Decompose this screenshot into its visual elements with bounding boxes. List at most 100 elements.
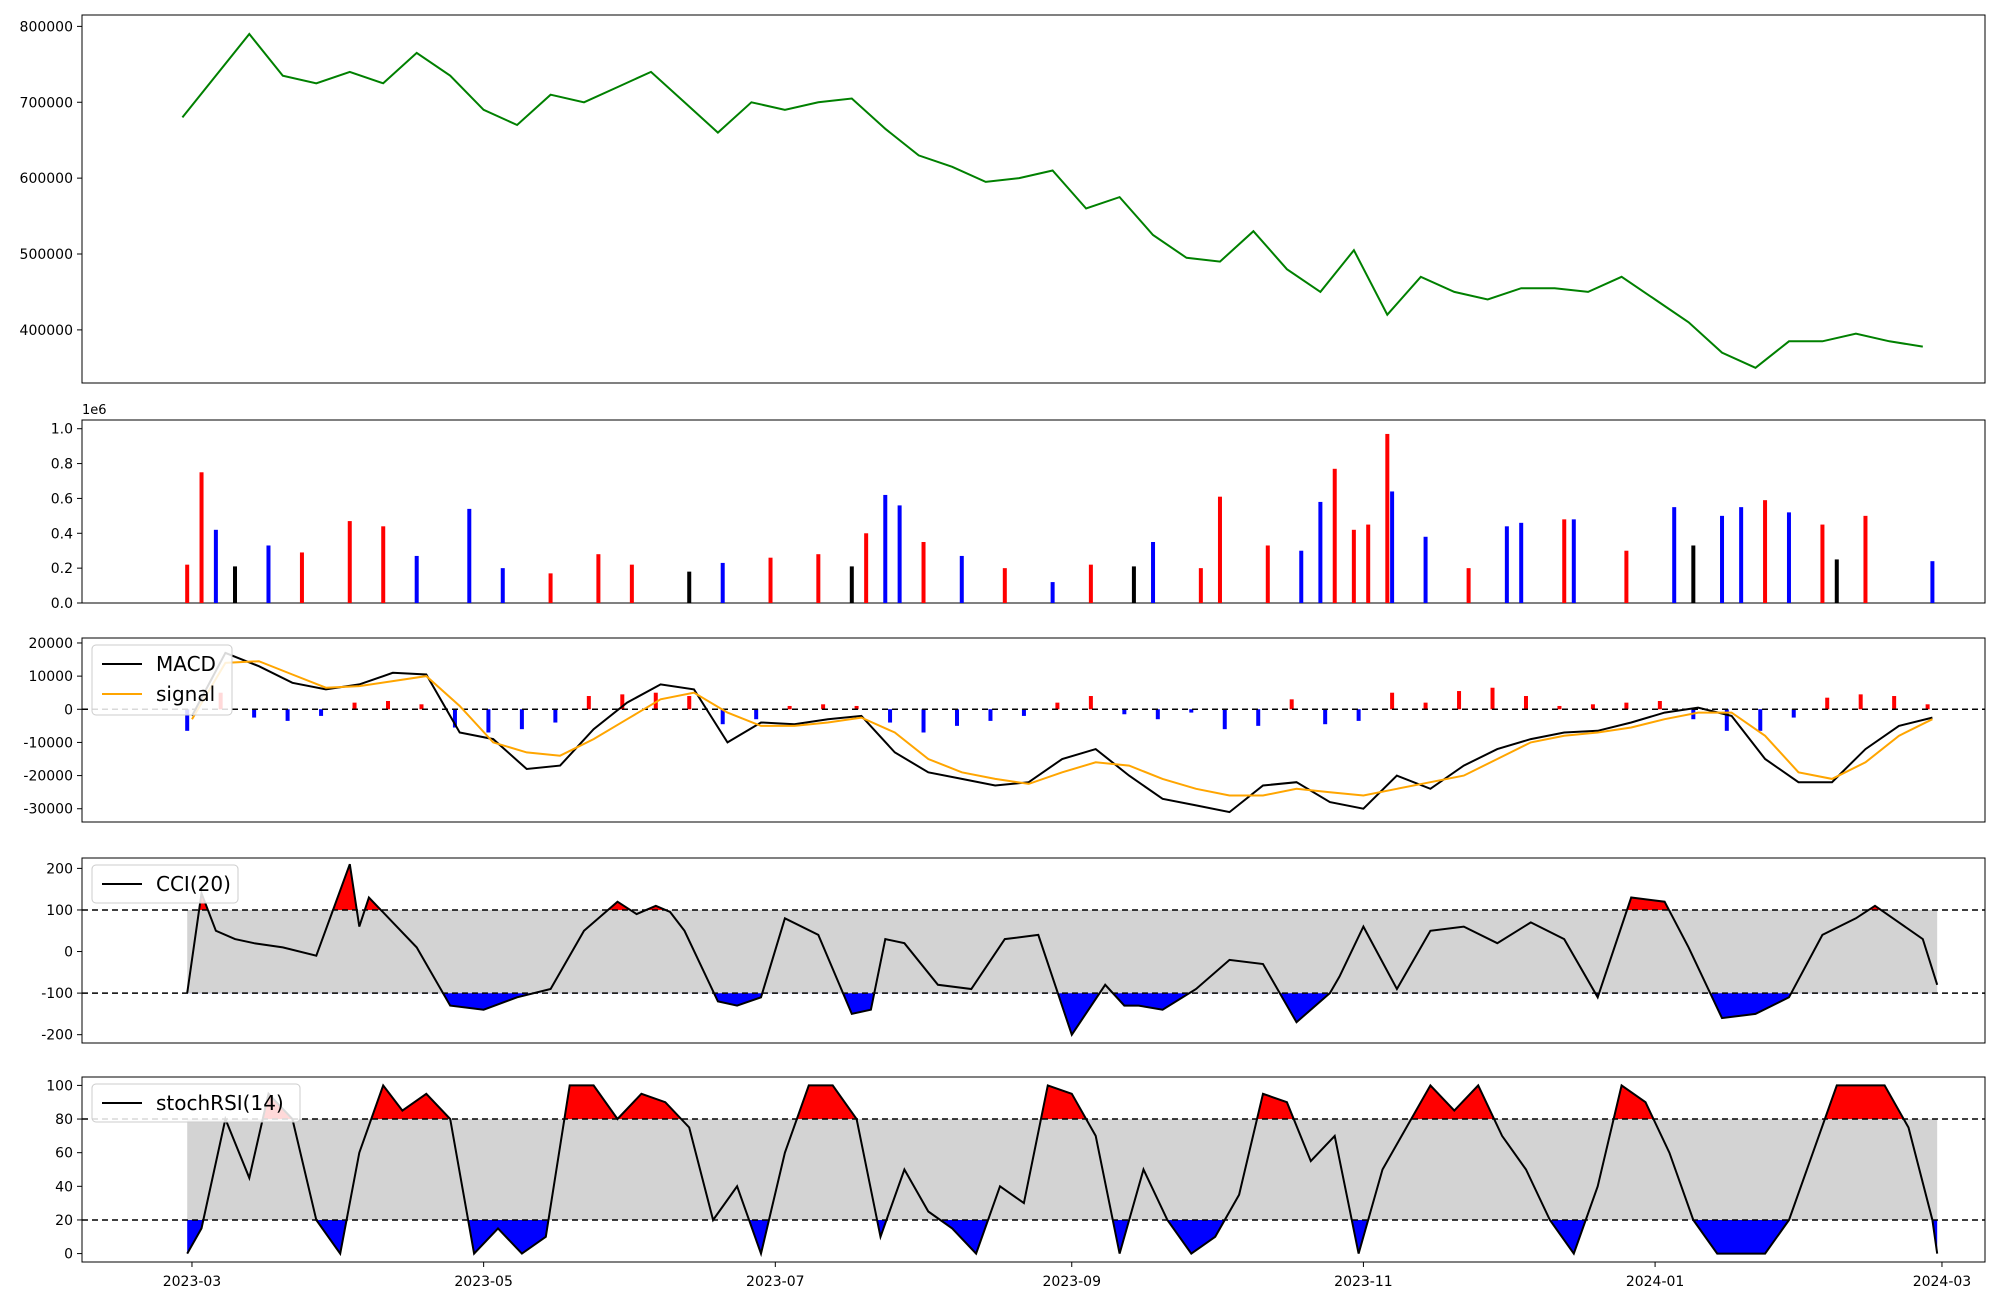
y-tick-label: 0 — [64, 702, 73, 718]
macd-histogram-bar — [1624, 702, 1629, 710]
macd-histogram-bar — [1724, 709, 1729, 731]
macd-histogram-bar — [252, 709, 257, 718]
x-tick-label: 2023-03 — [163, 1274, 222, 1290]
volume-bar — [381, 526, 386, 603]
y-tick-label: 20 — [55, 1213, 73, 1229]
legend-label: MACD — [156, 652, 216, 676]
volume-bar — [1217, 496, 1222, 603]
macd-histogram-bar — [787, 705, 792, 710]
macd-histogram-bar — [1892, 696, 1897, 710]
legend-box — [91, 644, 233, 716]
y-tick-label: 10000 — [28, 669, 73, 685]
volume-bar — [959, 555, 964, 603]
macd-histogram-bar — [720, 709, 725, 725]
macd-panel: -30000 -20000 -10000 0 10000 20000 MACD signal — [23, 636, 1986, 823]
volume-bar — [467, 508, 472, 603]
volume-bar — [720, 562, 725, 603]
volume-bar — [596, 554, 601, 603]
volume-bar — [1519, 522, 1524, 603]
macd-histogram-bar — [854, 705, 859, 710]
legend-label: signal — [156, 682, 215, 706]
volume-bar — [1390, 491, 1395, 603]
y-tick-label: 0.4 — [51, 526, 73, 542]
y-tick-label: 200 — [46, 861, 73, 877]
macd-histogram-bar — [687, 696, 692, 710]
volume-bar — [548, 573, 553, 603]
macd-histogram-bar — [1021, 709, 1026, 716]
volume-bar — [1763, 500, 1768, 603]
volume-bar — [347, 521, 352, 603]
volume-bar — [1863, 515, 1868, 603]
volume-bar — [1691, 545, 1696, 603]
macd-histogram-bar — [1457, 691, 1462, 710]
macd-histogram-bar — [1155, 709, 1160, 720]
price-panel: 400000 500000 600000 700000 800000 — [20, 14, 1986, 384]
macd-histogram-bar — [419, 704, 424, 710]
macd-histogram-bar — [1189, 709, 1194, 713]
macd-histogram-bar — [821, 704, 826, 710]
macd-histogram-bar — [1825, 697, 1830, 710]
volume-bar — [768, 557, 773, 603]
neutral-band — [187, 1119, 1938, 1220]
y-tick-label: 800000 — [20, 19, 73, 35]
volume-bar — [1050, 582, 1055, 603]
macd-histogram-bar — [1590, 704, 1595, 710]
volume-bar — [213, 529, 218, 603]
macd-histogram-bar — [921, 709, 926, 733]
x-tick-label: 2023-07 — [746, 1274, 805, 1290]
macd-histogram-bar — [1289, 699, 1294, 710]
macd-histogram-bar — [519, 709, 524, 730]
macd-line — [191, 651, 1933, 814]
macd-histogram-bar — [285, 709, 290, 721]
axes-frame — [81, 637, 1986, 823]
macd-histogram-bar — [1088, 696, 1093, 710]
y-tick-label: -30000 — [23, 802, 73, 818]
macd-histogram-bar — [1390, 692, 1395, 710]
stochrsi-panel: 0 20 40 60 80 100 stochRSI(14) 2023-03 2023-05 20… — [46, 1076, 1986, 1290]
legend-label: stochRSI(14) — [156, 1091, 284, 1115]
volume-bar — [1624, 550, 1629, 603]
macd-histogram-bar — [553, 709, 558, 723]
volume-bar — [1318, 501, 1323, 603]
y-tick-label: 400000 — [20, 323, 73, 339]
macd-histogram-bar — [386, 700, 391, 710]
volume-bar — [921, 542, 926, 603]
macd-histogram-bar — [319, 709, 324, 716]
macd-histogram-bar — [653, 692, 658, 710]
price-line — [181, 32, 1923, 369]
macd-histogram-bar — [754, 709, 759, 720]
volume-bar — [849, 566, 854, 603]
axes-frame — [81, 14, 1986, 384]
y-tick-label: 0.6 — [51, 491, 73, 507]
y-tick-label: -100 — [41, 986, 73, 1002]
volume-bar — [1366, 524, 1371, 603]
y-tick-label: 500000 — [20, 247, 73, 263]
volume-bar — [414, 555, 419, 603]
volume-bar — [816, 554, 821, 603]
volume-bar — [897, 505, 902, 603]
volume-bar — [1198, 568, 1203, 603]
macd-histogram-bar — [1423, 702, 1428, 710]
macd-histogram-bar — [1122, 709, 1127, 715]
y-tick-label: 1.0 — [51, 422, 73, 438]
macd-histogram-bar — [1657, 700, 1662, 710]
volume-bar — [1672, 507, 1677, 603]
axes-frame — [81, 419, 1986, 604]
macd-histogram-bar — [352, 702, 357, 710]
volume-bar — [1504, 526, 1509, 603]
legend-label: CCI(20) — [156, 872, 231, 896]
volume-bar — [1385, 433, 1390, 603]
volume-bar — [1820, 524, 1825, 603]
y-tick-label: 100 — [46, 1078, 73, 1094]
volume-bar — [1332, 468, 1337, 603]
macd-histogram-bar — [1523, 696, 1528, 710]
axes-frame — [81, 1076, 1986, 1263]
macd-histogram-bar — [1490, 687, 1495, 710]
y-tick-label: 0 — [64, 1247, 73, 1263]
volume-bar — [1002, 568, 1007, 603]
macd-histogram-bar — [586, 696, 591, 710]
axes-frame — [81, 857, 1986, 1044]
macd-histogram-bar — [1323, 709, 1328, 725]
